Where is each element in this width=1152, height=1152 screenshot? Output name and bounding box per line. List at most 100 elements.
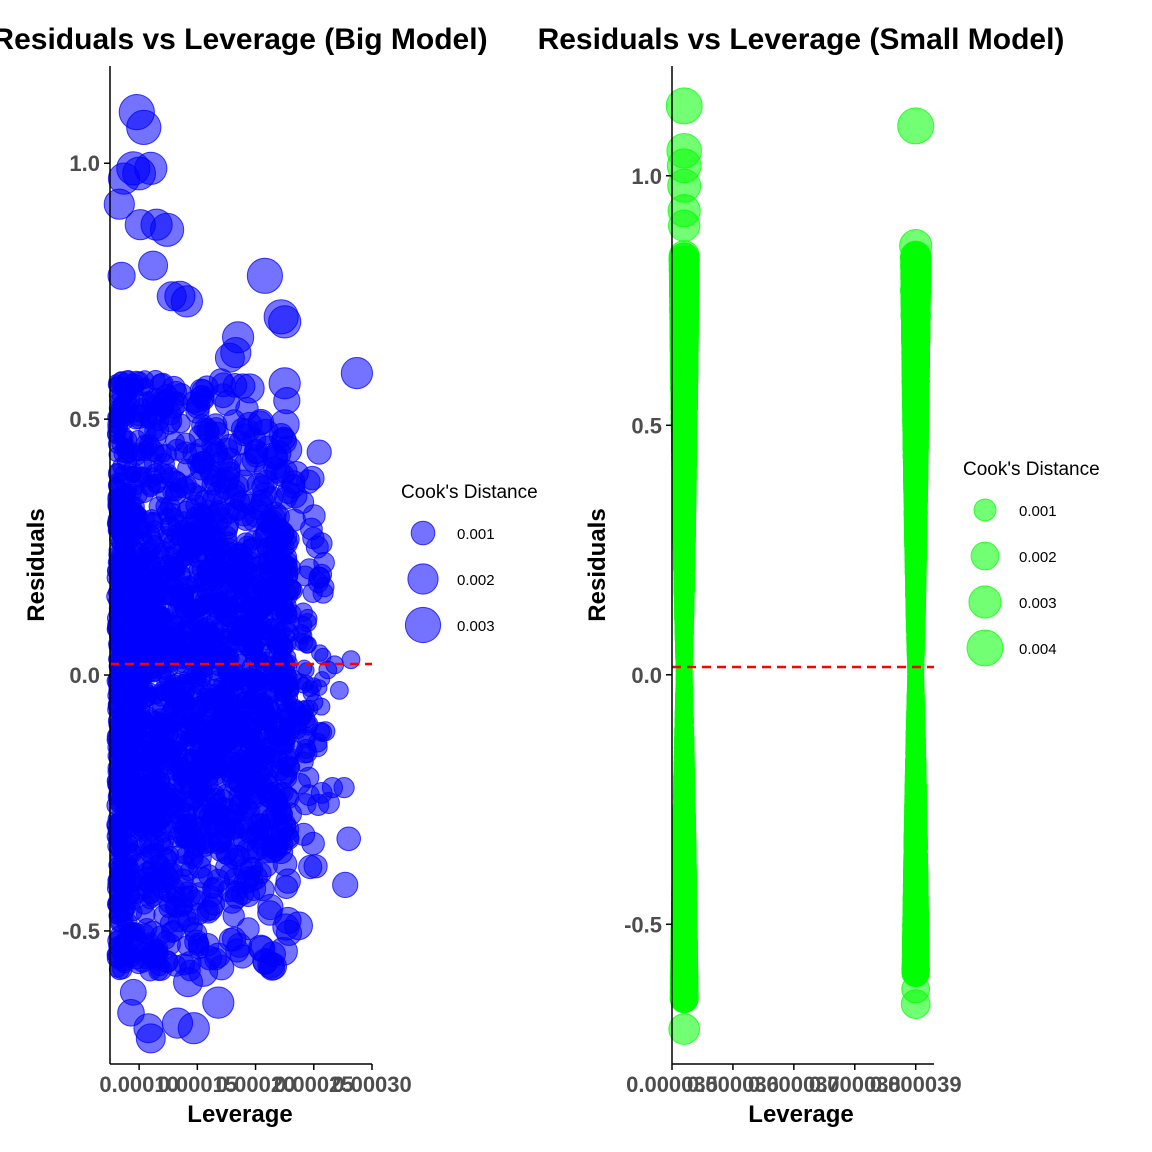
- big-legend-label: 0.003: [457, 618, 495, 635]
- big-data-point: [263, 756, 284, 777]
- big-data-point: [269, 937, 298, 966]
- small-y-tick-label: -0.5: [624, 912, 662, 937]
- big-data-point: [282, 483, 308, 509]
- big-data-point: [149, 737, 164, 752]
- big-data-point: [154, 665, 172, 683]
- small-data-point: [668, 250, 700, 281]
- big-data-point: [220, 756, 238, 774]
- big-model-points: [103, 94, 373, 1054]
- big-data-point: [166, 886, 186, 907]
- big-data-point: [109, 408, 128, 426]
- big-x-tick-label: 0.00030: [332, 1072, 412, 1097]
- big-data-point: [341, 650, 361, 670]
- big-data-point: [268, 305, 302, 339]
- big-data-point: [270, 803, 294, 826]
- big-data-point: [126, 109, 162, 146]
- small-data-point: [675, 688, 694, 707]
- big-data-point: [272, 566, 294, 588]
- big-data-point: [208, 670, 226, 687]
- big-data-point: [166, 471, 188, 493]
- big-data-point: [191, 450, 214, 473]
- big-data-point: [312, 582, 334, 604]
- small-data-point: [903, 830, 928, 855]
- small-y-axis-title: Residuals: [584, 508, 611, 621]
- big-data-point: [132, 520, 151, 539]
- big-data-point: [108, 623, 126, 640]
- big-data-point: [244, 743, 265, 764]
- big-data-point: [232, 703, 247, 718]
- big-data-point: [268, 600, 288, 621]
- big-data-point: [274, 875, 299, 899]
- small-y-tick-label: 0.0: [631, 663, 662, 688]
- big-data-point: [293, 626, 313, 645]
- big-data-point: [278, 708, 297, 727]
- big-data-point: [217, 878, 241, 903]
- small-legend-key: [968, 585, 1002, 619]
- big-data-point: [259, 651, 277, 670]
- big-data-point: [134, 151, 168, 185]
- big-legend-title: Cook's Distance: [401, 482, 538, 503]
- big-data-point: [211, 372, 236, 398]
- small-data-point: [674, 628, 694, 647]
- big-data-point: [269, 840, 294, 865]
- small-data-point: [670, 928, 698, 956]
- small-data-point: [905, 573, 927, 595]
- big-y-tick-label: 0.0: [69, 663, 100, 688]
- big-x-axis-title: Leverage: [187, 1101, 292, 1128]
- big-legend-label: 0.001: [457, 526, 495, 543]
- big-model-panel: -0.50.00.51.00.000100.000150.000200.0002…: [23, 66, 538, 1128]
- small-data-point: [673, 556, 696, 579]
- big-data-point: [202, 635, 217, 651]
- big-data-point: [205, 597, 226, 618]
- big-data-point: [117, 443, 138, 464]
- big-data-point: [109, 601, 127, 618]
- small-legend-label: 0.004: [1019, 641, 1057, 658]
- big-data-point: [202, 986, 235, 1019]
- small-data-point: [671, 884, 698, 911]
- small-model-panel: -0.50.00.51.00.0000350.0000360.0000370.0…: [584, 66, 1100, 1128]
- big-data-point: [340, 357, 373, 390]
- big-data-point: [150, 831, 172, 853]
- big-data-point: [306, 439, 332, 465]
- small-data-point: [670, 386, 698, 414]
- big-data-point: [171, 413, 191, 434]
- big-data-point: [178, 671, 191, 683]
- big-data-point: [135, 935, 153, 954]
- big-data-point: [241, 876, 267, 901]
- big-data-point: [173, 967, 203, 998]
- small-data-point: [672, 801, 696, 826]
- big-data-point: [213, 684, 232, 703]
- big-data-point: [230, 672, 243, 685]
- big-data-point: [206, 481, 231, 505]
- big-data-point: [190, 783, 208, 801]
- big-data-point: [305, 535, 329, 559]
- big-data-point: [215, 437, 239, 461]
- big-data-point: [107, 261, 136, 290]
- big-data-point: [254, 706, 270, 721]
- big-data-point: [145, 768, 162, 785]
- big-data-point: [239, 561, 260, 583]
- big-data-point: [115, 709, 135, 729]
- big-data-point: [315, 721, 336, 742]
- small-legend-title: Cook's Distance: [963, 459, 1100, 480]
- small-data-point: [903, 456, 929, 482]
- big-data-point: [214, 710, 229, 726]
- small-data-point: [901, 945, 930, 974]
- small-data-point: [670, 954, 699, 983]
- small-data-point: [905, 610, 926, 631]
- big-data-point: [167, 789, 188, 809]
- small-legend-label: 0.002: [1019, 549, 1057, 566]
- small-data-point: [673, 578, 695, 600]
- big-data-point: [153, 712, 169, 728]
- big-data-point: [268, 367, 301, 400]
- big-data-point: [240, 538, 263, 560]
- small-data-point: [901, 331, 931, 360]
- big-data-point: [247, 410, 273, 436]
- big-model-legend: Cook's Distance 0.0010.0020.003: [401, 482, 538, 644]
- big-data-point: [161, 750, 181, 770]
- big-data-point: [199, 697, 214, 711]
- big-data-point: [128, 617, 146, 635]
- big-data-point: [298, 854, 323, 880]
- big-data-point: [193, 503, 215, 525]
- big-data-point: [244, 444, 268, 468]
